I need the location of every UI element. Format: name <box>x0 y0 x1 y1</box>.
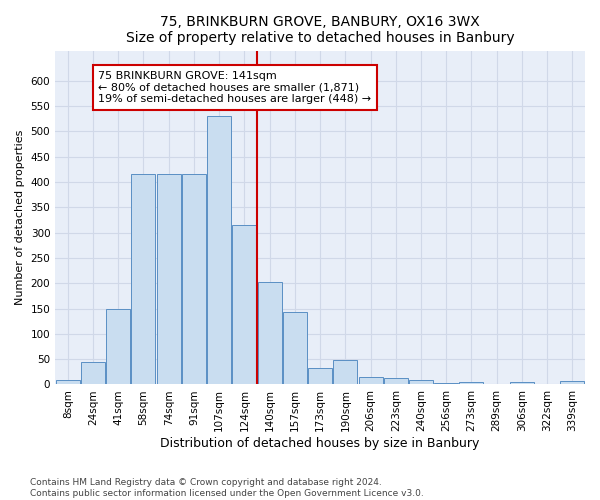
Bar <box>56 380 80 384</box>
Title: 75, BRINKBURN GROVE, BANBURY, OX16 3WX
Size of property relative to detached hou: 75, BRINKBURN GROVE, BANBURY, OX16 3WX S… <box>126 15 514 45</box>
Text: 75 BRINKBURN GROVE: 141sqm
← 80% of detached houses are smaller (1,871)
19% of s: 75 BRINKBURN GROVE: 141sqm ← 80% of deta… <box>98 71 371 104</box>
Bar <box>283 312 307 384</box>
Bar <box>409 380 433 384</box>
Bar <box>308 368 332 384</box>
Bar <box>384 378 408 384</box>
Bar <box>334 360 357 384</box>
Bar <box>257 282 281 384</box>
Bar <box>359 378 383 384</box>
Y-axis label: Number of detached properties: Number of detached properties <box>15 130 25 305</box>
Bar <box>434 383 458 384</box>
Bar <box>232 225 256 384</box>
Bar <box>106 308 130 384</box>
Bar <box>182 174 206 384</box>
Bar <box>510 382 534 384</box>
Bar <box>560 382 584 384</box>
Bar <box>207 116 231 384</box>
Text: Contains HM Land Registry data © Crown copyright and database right 2024.
Contai: Contains HM Land Registry data © Crown c… <box>30 478 424 498</box>
Bar <box>81 362 105 384</box>
Bar <box>131 174 155 384</box>
Bar <box>460 382 484 384</box>
X-axis label: Distribution of detached houses by size in Banbury: Distribution of detached houses by size … <box>160 437 480 450</box>
Bar <box>157 174 181 384</box>
